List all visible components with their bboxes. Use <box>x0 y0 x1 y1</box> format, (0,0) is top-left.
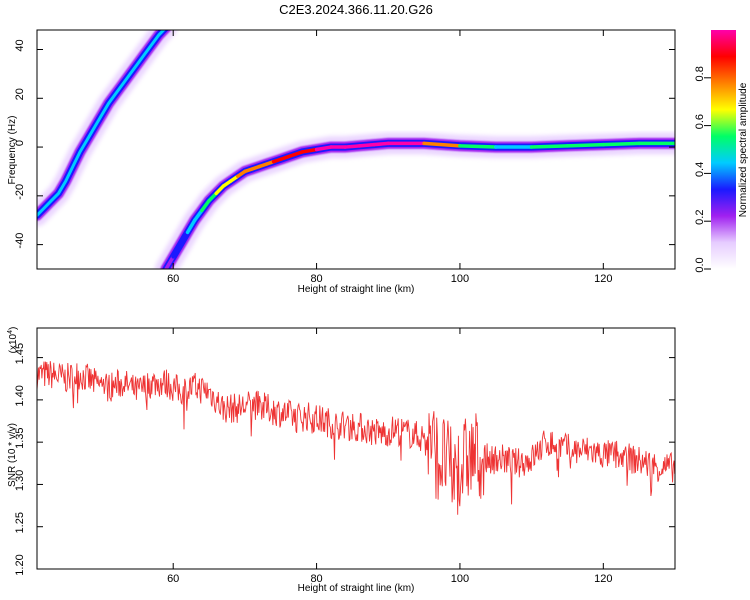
colorbar-strip <box>711 30 736 269</box>
colorbar-tick-label: 0.6 <box>694 114 706 129</box>
spectrogram-ytick-label: 40 <box>14 39 26 51</box>
heatmap-core-segment <box>185 218 197 235</box>
spectrogram-frame <box>36 29 676 270</box>
snr-series-line <box>37 361 675 515</box>
heatmap-core-segment <box>565 142 606 148</box>
heatmap-core-segment <box>171 242 183 259</box>
spectrogram-ytick-label: 0 <box>14 140 26 146</box>
snr-xlabel: Height of straight line (km) <box>298 583 415 594</box>
colorbar-tick-label: 0.2 <box>694 210 706 225</box>
spectrogram-xlabel: Height of straight line (km) <box>298 284 415 295</box>
spectrogram-ylabel: Frequency (Hz) <box>7 116 18 185</box>
heatmap-core-segment <box>200 198 211 213</box>
heatmap-core-segment <box>422 141 462 148</box>
heatmap-core-segment <box>529 144 570 149</box>
snr-frame <box>36 327 676 570</box>
snr-ytick-label: 1.20 <box>14 554 26 575</box>
spectrogram-ytick-label: 20 <box>14 88 26 100</box>
spectrogram-xtick-label: 60 <box>167 273 179 285</box>
snr-ytick-label: 1.35 <box>14 427 26 448</box>
heatmap-core-segment <box>601 141 641 147</box>
heatmap-core-segment <box>192 208 204 222</box>
heatmap-core-segment <box>314 145 333 152</box>
snr-xtick-label: 120 <box>594 573 612 585</box>
spectrogram-traces <box>37 30 675 269</box>
colorbar: 0.0 0.2 0.4 0.6 0.8 Normalized spectral ampl… <box>694 30 749 273</box>
spectrogram-ytick-label: -40 <box>14 233 26 249</box>
snr-exponent-power: 4 <box>7 330 14 334</box>
snr-plot-area <box>37 328 675 569</box>
snr-ytick-label: 1.25 <box>14 512 26 533</box>
snr-ytick-label: 1.30 <box>14 470 26 491</box>
heatmap-core-segment <box>300 147 319 154</box>
snr-exponent-base: (x10 <box>8 333 19 353</box>
spectrogram-ticks: 60 80 100 120 40 20 0 -20 -40 <box>14 30 675 285</box>
heatmap-core <box>37 30 166 217</box>
snr-xtick-label: 60 <box>167 573 179 585</box>
snr-panel: 60 80 100 120 1.45 1.40 1.35 1.30 1.25 1.20 (x104… <box>7 327 676 594</box>
page-title: C2E3.2024.366.11.20.G26 <box>279 2 433 17</box>
snr-xtick-label: 100 <box>451 573 469 585</box>
colorbar-tick-label: 0.8 <box>694 66 706 81</box>
snr-xtick-label: 80 <box>310 573 322 585</box>
colorbar-label: Normalized spectral amplitude <box>738 82 749 217</box>
heatmap-core-segment <box>178 230 190 247</box>
snr-exponent-close: ) <box>8 327 19 330</box>
colorbar-ticks: 0.0 0.2 0.4 0.6 0.8 <box>694 66 711 273</box>
spectrogram-panel: 60 80 100 120 40 20 0 -20 -40 Height of straight… <box>7 29 676 295</box>
spectrogram-xtick-label: 120 <box>594 273 612 285</box>
heatmap-core-segment <box>458 144 498 149</box>
spectrogram-ytick-label: -20 <box>14 184 26 200</box>
colorbar-tick-label: 0.4 <box>694 162 706 177</box>
snr-ytick-label: 1.40 <box>14 385 26 406</box>
heatmap-core-segment <box>343 144 362 149</box>
heatmap-core-segment <box>164 255 175 269</box>
snr-ytick-label: 1.45 <box>14 343 26 364</box>
colorbar-tick-label: 0.0 <box>694 257 706 272</box>
spectrogram-xtick-label: 100 <box>451 273 469 285</box>
snr-exponent-label: (x104) <box>7 327 19 354</box>
heatmap-core-segment <box>372 141 391 147</box>
spectrogram-xtick-label: 80 <box>310 273 322 285</box>
snr-ticks: 60 80 100 120 1.45 1.40 1.35 1.30 1.25 1.20 <box>14 328 675 585</box>
heatmap-core-segment <box>357 142 376 148</box>
snr-series <box>37 361 675 515</box>
snr-ylabel: SNR (10 * v/v) <box>7 423 18 487</box>
